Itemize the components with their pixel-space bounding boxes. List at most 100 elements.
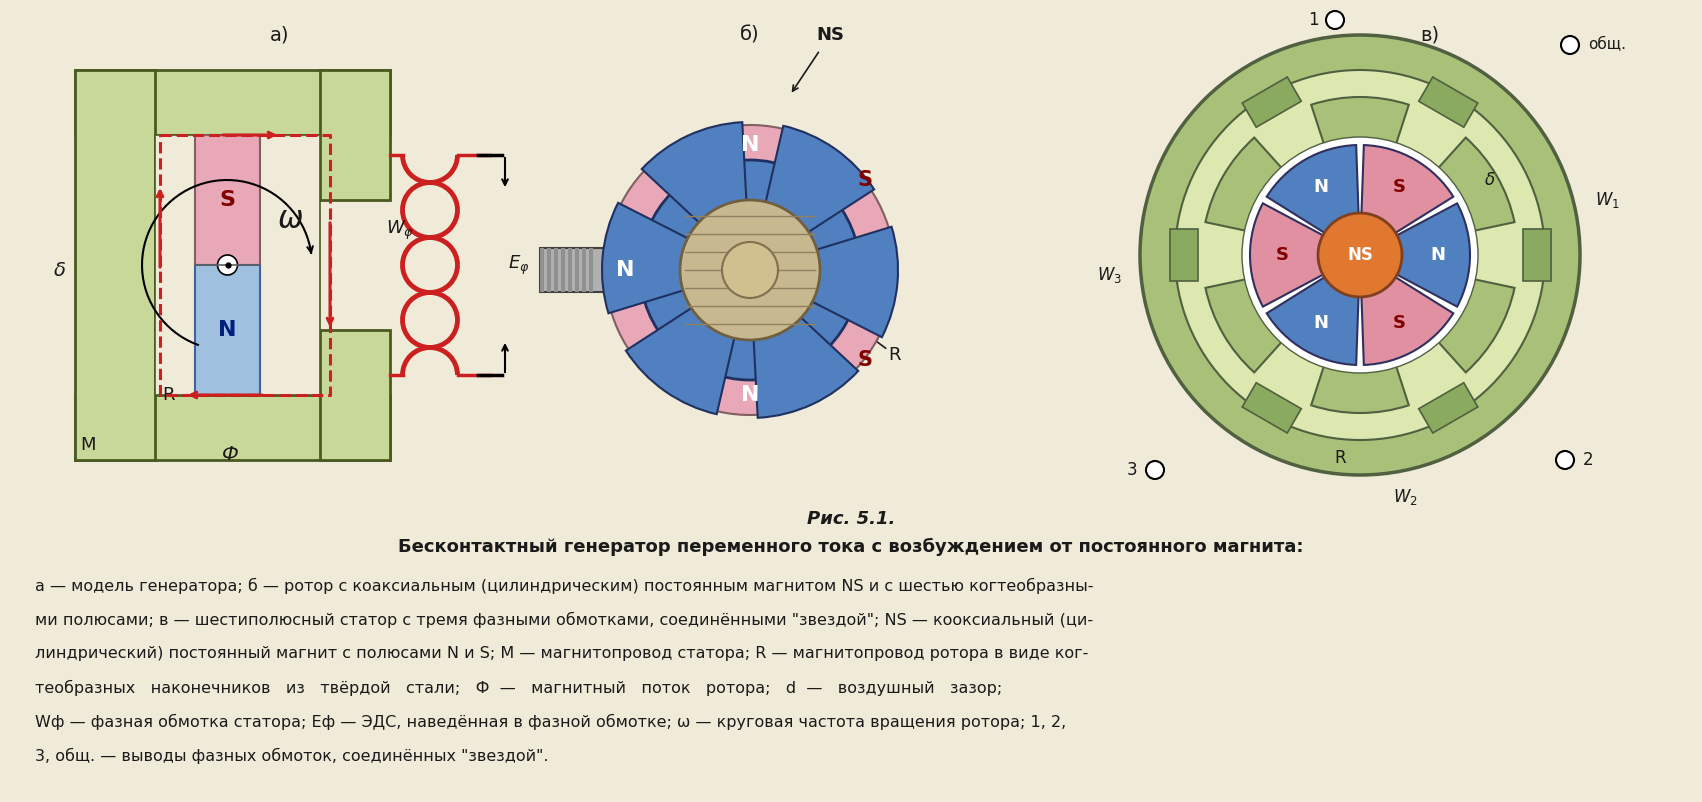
Polygon shape [1242,383,1302,433]
Bar [320,330,390,460]
Text: M: M [80,436,95,454]
Text: $W_2$: $W_2$ [1392,487,1418,507]
Text: S: S [1392,179,1406,196]
Bar [75,395,390,460]
Polygon shape [1419,77,1477,128]
Text: NS: NS [815,26,844,44]
Text: 3, общ. — выводы фазных обмоток, соединённых "звездой".: 3, общ. — выводы фазных обмоток, соединё… [36,748,548,764]
Circle shape [681,200,820,340]
Text: R: R [888,346,902,364]
Circle shape [1140,35,1579,475]
Circle shape [1556,451,1574,469]
Polygon shape [1242,77,1302,128]
Text: линдрический) постоянный магнит с полюсами N и S; М — магнитопровод статора; R —: линдрический) постоянный магнит с полюса… [36,646,1088,661]
Text: Бесконтактный генератор переменного тока с возбуждением от постоянного магнита:: Бесконтактный генератор переменного тока… [398,538,1304,556]
Text: N: N [616,260,635,280]
Wedge shape [1266,145,1360,255]
Bar [582,248,585,292]
Text: в): в) [1421,26,1440,44]
Bar [196,135,260,265]
Wedge shape [1205,255,1360,372]
Bar [75,70,155,460]
Text: 1: 1 [1309,11,1319,29]
Wedge shape [751,141,894,270]
Wedge shape [604,154,751,277]
Circle shape [218,255,238,275]
Wedge shape [1249,204,1360,306]
Bar [75,70,390,135]
Wedge shape [1360,145,1454,255]
Wedge shape [642,122,751,270]
Bar [562,248,565,292]
Wedge shape [606,270,751,399]
Circle shape [722,242,778,298]
Wedge shape [1360,255,1515,372]
Wedge shape [751,126,875,270]
Text: Рис. 5.1.: Рис. 5.1. [807,510,895,528]
Text: $W_1$: $W_1$ [1595,190,1620,210]
Bar [589,248,592,292]
Wedge shape [751,270,858,418]
Text: N: N [1430,246,1445,264]
Text: Wф — фазная обмотка статора; Еф — ЭДС, наведённая в фазной обмотке; ω — круговая: Wф — фазная обмотка статора; Еф — ЭДС, н… [36,714,1065,730]
Text: 3: 3 [1127,461,1137,479]
Text: R: R [1334,449,1346,467]
Text: $E_\varphi$: $E_\varphi$ [507,253,529,277]
Wedge shape [626,270,751,414]
Wedge shape [671,125,807,270]
Circle shape [1317,213,1402,297]
Text: S: S [1392,314,1406,331]
Circle shape [1145,461,1164,479]
Bar [553,248,558,292]
Wedge shape [751,227,899,337]
Polygon shape [1419,383,1477,433]
Circle shape [1174,70,1545,440]
Text: а — модель генератора; б — ротор с коаксиальным (цилиндрическим) постоянным магн: а — модель генератора; б — ротор с коакс… [36,578,1093,594]
Text: ω: ω [277,205,303,234]
Text: общ.: общ. [1588,38,1625,52]
Wedge shape [1311,255,1409,413]
Bar [540,248,545,292]
Text: N: N [218,320,237,340]
Polygon shape [1523,229,1551,281]
Wedge shape [693,270,829,415]
Wedge shape [1311,97,1409,255]
Text: N: N [740,135,759,155]
Text: S: S [858,350,873,370]
Text: $W_3$: $W_3$ [1098,265,1122,285]
Wedge shape [751,262,895,386]
Bar [568,248,572,292]
Text: N: N [1314,314,1329,331]
Text: δ: δ [1484,171,1494,189]
Text: N: N [1314,179,1329,196]
Wedge shape [1360,255,1454,365]
Wedge shape [1266,255,1360,365]
Text: теобразных   наконечников   из   твёрдой   стали;   Ф  —   магнитный   поток   р: теобразных наконечников из твёрдой стали… [36,680,1002,696]
Wedge shape [1205,138,1360,255]
Circle shape [1326,11,1345,29]
Circle shape [640,160,860,380]
Text: δ: δ [54,261,66,280]
Wedge shape [603,203,751,314]
Text: NS: NS [1346,246,1374,264]
Text: Ф: Ф [221,445,238,464]
Text: S: S [858,170,873,190]
Bar [540,248,820,292]
Bar [546,248,551,292]
Text: S: S [220,190,235,210]
Text: а): а) [271,26,289,44]
Text: ми полюсами; в — шестиполюсный статор с тремя фазными обмотками, соединёнными "з: ми полюсами; в — шестиполюсный статор с … [36,612,1093,628]
Wedge shape [1360,204,1471,306]
Polygon shape [1169,229,1198,281]
Bar [155,135,320,395]
Bar [575,248,579,292]
Circle shape [1242,137,1477,373]
Circle shape [1561,36,1579,54]
Text: 2: 2 [1583,451,1593,469]
Wedge shape [1360,138,1515,255]
Text: R: R [162,386,175,404]
Text: $W_\varphi$: $W_\varphi$ [386,218,414,241]
Text: N: N [740,385,759,405]
Text: S: S [1275,246,1288,264]
Bar [196,265,260,395]
